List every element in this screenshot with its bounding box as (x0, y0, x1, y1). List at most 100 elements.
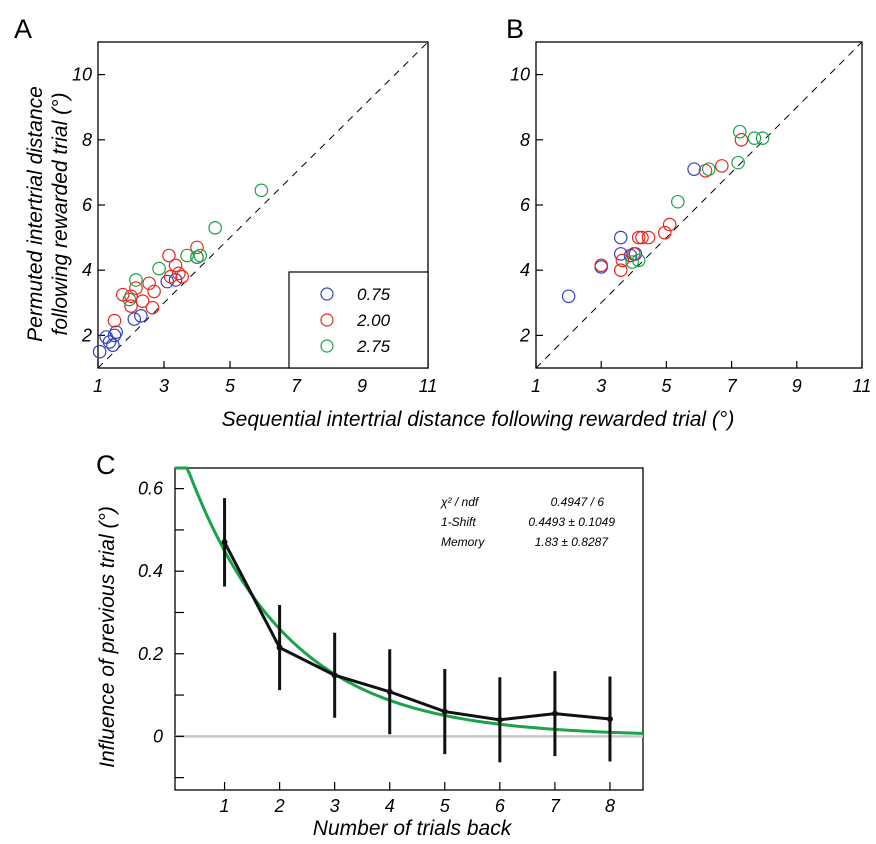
panel-a-xtick-label: 7 (291, 376, 302, 396)
panel-a-point-0.75 (127, 312, 142, 326)
xlabel-c: Number of trials back (313, 817, 513, 840)
data-point (221, 539, 228, 546)
panel-a-point-2.00 (175, 269, 189, 284)
panel-letter-a: A (14, 14, 32, 44)
stat-chi2-label: χ² / ndf (440, 495, 480, 509)
panel-a-ytick-label: 6 (82, 195, 93, 215)
panel-c-xtick-label: 3 (330, 796, 340, 816)
panel-b-point-2.00 (641, 230, 656, 245)
ylabel-ab-line1: Permuted intertrial distance (24, 86, 47, 342)
panel-b-point-2.75 (625, 255, 639, 269)
panel-b-point-2.75 (732, 124, 747, 139)
panel-a-point-0.75 (102, 335, 117, 349)
panel-a-xtick-label: 5 (225, 376, 236, 396)
panel-c-ytick-label: 0.2 (138, 644, 163, 664)
panel-a-point-2.75 (254, 183, 269, 198)
panel-a-point-2.00 (124, 289, 138, 304)
panel-a-ytick-label: 10 (72, 65, 92, 85)
panel-a-point-0.75 (106, 338, 120, 352)
panel-a-xtick-label: 11 (419, 376, 438, 396)
panel-a-point-2.00 (168, 258, 183, 273)
panel-b-point-2.00 (662, 217, 677, 232)
panel-c-ytick-label: 0.4 (138, 561, 163, 581)
panel-b-xtick-label: 5 (661, 376, 672, 396)
panel-a-point-2.75 (122, 292, 137, 307)
panel-b-ytick-label: 4 (520, 260, 530, 280)
panel-b-ytick-label: 8 (520, 130, 530, 150)
data-line (223, 541, 611, 722)
panel-a-point-2.00 (135, 294, 150, 308)
ylabel-c: Influence of previous trial (°) (96, 506, 119, 768)
panel-c-xtick-label: 1 (220, 796, 230, 816)
panel-b-plot: 1 3 5 7 9 11 2 4 6 8 10 (510, 41, 872, 396)
data-point (331, 672, 338, 679)
panel-b-ytick-label: 6 (520, 195, 531, 215)
panel-a-point-2.00 (145, 300, 160, 315)
panel-b-xtick-label: 3 (596, 376, 606, 396)
panel-letter-c: C (96, 450, 116, 480)
panel-c-xtick-label: 7 (550, 796, 561, 816)
fit-statistics: χ² / ndf 0.4947 / 6 1-Shift 0.4493 ± 0.1… (440, 495, 615, 549)
panel-a-point-2.00 (162, 248, 176, 263)
panel-b-point-0.75 (687, 162, 701, 176)
panel-b-xtick-label: 1 (531, 376, 541, 396)
panel-a-ytick-label: 8 (82, 130, 92, 150)
stat-memory-value: 1.83 ± 0.8287 (535, 535, 610, 549)
panel-a-point-0.75 (109, 325, 123, 339)
panel-a-point-2.00 (107, 313, 122, 328)
panel-b-ytick-label: 10 (510, 65, 530, 85)
panel-a-point-2.75 (152, 261, 166, 276)
panel-a-ytick-label: 4 (82, 260, 92, 280)
stat-shift-value: 0.4493 ± 0.1049 (528, 515, 615, 529)
panel-b-xtick-label: 9 (792, 376, 802, 396)
panel-b-ytick-label: 2 (519, 325, 530, 345)
panel-a-point-2.75 (180, 248, 194, 263)
panel-c-xtick-label: 4 (385, 796, 395, 816)
legend: 0.75 2.00 2.75 (288, 271, 429, 369)
panel-c-xtick-label: 6 (495, 796, 506, 816)
panel-a-point-2.00 (142, 276, 156, 291)
panel-b-point-2.00 (734, 133, 749, 147)
panel-b-xtick-label: 11 (853, 376, 872, 396)
panel-b-point-2.00 (613, 263, 628, 277)
panel-a-xtick-label: 9 (357, 376, 367, 396)
ylabel-ab-line2: following rewarded trial (°) (49, 93, 72, 336)
panel-a-point-2.00 (124, 299, 138, 313)
panel-a-point-2.00 (163, 269, 178, 284)
panel-b-point-2.75 (747, 131, 762, 145)
stat-shift-label: 1-Shift (441, 515, 476, 529)
panel-b-point-0.75 (613, 247, 628, 261)
legend-box (288, 271, 429, 369)
data-point (386, 688, 393, 695)
legend-marker-1 (320, 313, 334, 327)
panel-c-xtick-label: 2 (274, 796, 285, 816)
stat-chi2-value: 0.4947 / 6 (551, 495, 605, 509)
panel-b-point-2.00 (594, 258, 608, 273)
data-point (441, 708, 448, 715)
panel-a-plot: 1 3 5 7 9 11 2 4 6 8 10 (72, 41, 438, 396)
panel-b-point-2.75 (671, 194, 685, 209)
data-point (276, 644, 283, 651)
panel-a-point-2.00 (190, 240, 204, 255)
legend-label-2: 2.75 (356, 337, 391, 356)
legend-marker-0 (320, 287, 334, 301)
legend-label-1: 2.00 (356, 311, 391, 330)
panel-c-xtick-label: 5 (440, 796, 451, 816)
xlabel-ab: Sequential intertrial distance following… (222, 408, 735, 431)
panel-a-point-2.00 (147, 284, 161, 299)
data-point (551, 710, 558, 717)
panel-b-point-2.75 (731, 155, 745, 170)
panel-a-point-2.75 (193, 248, 208, 263)
stat-memory-label: Memory (441, 535, 485, 549)
panel-b-point-0.75 (561, 289, 576, 304)
legend-label-0: 0.75 (357, 285, 391, 304)
panel-a-ytick-label: 2 (81, 325, 92, 345)
panel-b-point-2.00 (615, 253, 630, 268)
panel-b-point-2.00 (635, 230, 649, 245)
panel-b-point-2.75 (755, 131, 770, 145)
panel-b-point-2.00 (715, 159, 729, 173)
panel-c-ytick-label: 0 (153, 726, 163, 746)
panel-a-point-2.00 (129, 281, 143, 295)
panel-b-identity-line (535, 41, 863, 369)
